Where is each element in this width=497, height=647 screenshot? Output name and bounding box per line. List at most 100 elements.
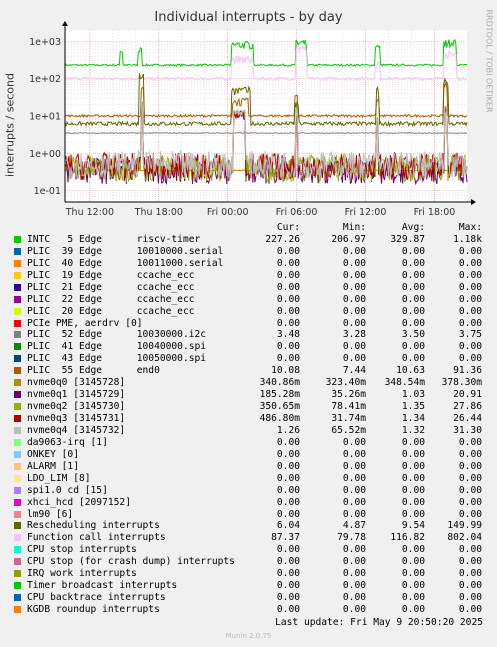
legend-min: 0.00 — [342, 496, 366, 508]
legend-cur: 0.00 — [276, 472, 300, 484]
legend-avg: 116.82 — [390, 532, 425, 544]
legend-min: 0.00 — [342, 436, 366, 448]
series-line — [64, 44, 468, 82]
legend-min: 0.00 — [342, 448, 366, 460]
legend-swatch — [14, 486, 21, 494]
legend-swatch — [14, 498, 21, 506]
legend-max: 0.00 — [458, 460, 482, 472]
legend-row: nvme0q4 [3145732] 1.26 65.52m 1.32 31.30 — [12, 425, 492, 437]
legend-min: 65.52m — [331, 424, 366, 436]
legend-avg: 0.00 — [401, 448, 425, 460]
legend-max: 27.86 — [453, 401, 482, 413]
legend-max: 0.00 — [458, 472, 482, 484]
legend-cur: 0.00 — [276, 592, 300, 604]
legend-max: 0.00 — [458, 257, 482, 269]
series-line — [64, 39, 468, 67]
legend-swatch — [14, 426, 21, 434]
legend-label: Rescheduling interrupts — [27, 520, 160, 532]
legend-cur: 227.26 — [265, 233, 300, 245]
legend-label: nvme0q1 [3145729] — [27, 389, 126, 401]
legend-row: PLIC 22 Edge ccache_ecc 0.00 0.00 0.00 0.00 — [12, 294, 492, 306]
legend-max: 0.00 — [458, 317, 482, 329]
legend-swatch — [14, 307, 21, 315]
col-avg: Avg: — [401, 222, 425, 233]
legend-label: PLIC 19 Edge ccache_ecc — [27, 269, 195, 281]
legend-swatch — [14, 462, 21, 470]
legend-label: PLIC 39 Edge 10010000.serial — [27, 245, 224, 257]
legend-cur: 0.00 — [276, 353, 300, 365]
legend-swatch — [14, 606, 21, 613]
chart-title: Individual interrupts - by day — [154, 10, 343, 25]
legend-avg: 0.00 — [401, 496, 425, 508]
legend-cur: 0.00 — [276, 305, 300, 317]
legend-max: 20.91 — [453, 389, 482, 401]
legend-max: 0.00 — [458, 436, 482, 448]
legend-cur: 3.48 — [276, 329, 300, 341]
legend-swatch — [14, 594, 21, 602]
y-tick-label: 1e+03 — [29, 37, 61, 48]
legend-cur: 350.65m — [259, 401, 300, 413]
legend-swatch — [14, 510, 21, 518]
legend-label: nvme0q0 [3145728] — [27, 377, 126, 389]
legend-avg: 0.00 — [401, 293, 425, 305]
legend-min: 323.40m — [325, 377, 366, 389]
legend-swatch — [14, 546, 21, 554]
legend-avg: 0.00 — [401, 556, 425, 568]
legend-table: Cur: Min: Avg: Max: INTC 5 Edge riscv-ti… — [12, 222, 492, 616]
legend-cur: 0.00 — [276, 245, 300, 257]
legend-label: Function call interrupts — [27, 532, 166, 544]
legend-max: 0.00 — [458, 484, 482, 496]
legend-avg: 0.00 — [401, 472, 425, 484]
legend-row: Function call interrupts 87.37 79.78 116.82… — [12, 532, 492, 544]
legend-swatch — [14, 343, 21, 351]
legend-max: 0.00 — [458, 293, 482, 305]
legend-avg: 0.00 — [401, 592, 425, 604]
legend-avg: 0.00 — [401, 305, 425, 317]
legend-avg: 0.00 — [401, 508, 425, 520]
legend-avg: 0.00 — [401, 353, 425, 365]
legend-row: CPU backtrace interrupts 0.00 0.00 0.00 0.00 — [12, 592, 492, 604]
legend-label: nvme0q2 [3145730] — [27, 401, 126, 413]
legend-row: Timer broadcast interrupts 0.00 0.00 0.00 0.… — [12, 580, 492, 592]
legend-min: 0.00 — [342, 580, 366, 592]
legend-min: 206.97 — [331, 233, 366, 245]
legend-max: 378.30m — [441, 377, 482, 389]
legend-avg: 0.00 — [401, 436, 425, 448]
legend-max: 91.36 — [453, 365, 482, 377]
legend-cur: 0.00 — [276, 436, 300, 448]
legend-cur: 0.00 — [276, 484, 300, 496]
legend-avg: 0.00 — [401, 269, 425, 281]
legend-max: 0.00 — [458, 496, 482, 508]
legend-label: lm90 [6] — [27, 508, 74, 520]
chart-plot: 1e-01 1e+00 1e+01 1e+02 1e+03 Thu 12:00 Thu 18… — [29, 21, 476, 218]
legend-swatch — [14, 271, 21, 279]
legend-min: 0.00 — [342, 257, 366, 269]
legend-row: PLIC 43 Edge 10050000.spi 0.00 0.00 0.00 0.0… — [12, 353, 492, 365]
legend-row: ONKEY [0] 0.00 0.00 0.00 0.00 — [12, 449, 492, 461]
legend-avg: 0.00 — [401, 544, 425, 556]
x-tick-label: Fri 00:00 — [207, 207, 249, 218]
legend-label: PLIC 52 Edge 10030000.i2c — [27, 329, 207, 341]
legend-swatch — [14, 522, 21, 530]
legend-cur: 0.00 — [276, 556, 300, 568]
legend-min: 0.00 — [342, 245, 366, 257]
legend-min: 0.00 — [342, 281, 366, 293]
legend-cur: 185.28m — [259, 389, 300, 401]
legend-avg: 0.00 — [401, 281, 425, 293]
legend-avg: 0.00 — [401, 460, 425, 472]
legend-label: CPU stop (for crash dump) interrupts — [27, 556, 235, 568]
legend-max: 0.00 — [458, 448, 482, 460]
series-line — [64, 81, 468, 119]
legend-label: PLIC 41 Edge 10040000.spi — [27, 341, 207, 353]
legend-avg: 0.00 — [401, 568, 425, 580]
legend-avg: 1.35 — [401, 401, 425, 413]
legend-avg: 0.00 — [401, 484, 425, 496]
legend-min: 0.00 — [342, 544, 366, 556]
legend-max: 1.18k — [453, 233, 482, 245]
legend-swatch — [14, 283, 21, 291]
legend-label: PLIC 20 Edge ccache_ecc — [27, 305, 195, 317]
legend-swatch — [14, 235, 21, 243]
legend-row: IRQ work interrupts 0.00 0.00 0.00 0.00 — [12, 568, 492, 580]
legend-label: PLIC 40 Edge 10011000.serial — [27, 257, 224, 269]
legend-max: 0.00 — [458, 604, 482, 615]
